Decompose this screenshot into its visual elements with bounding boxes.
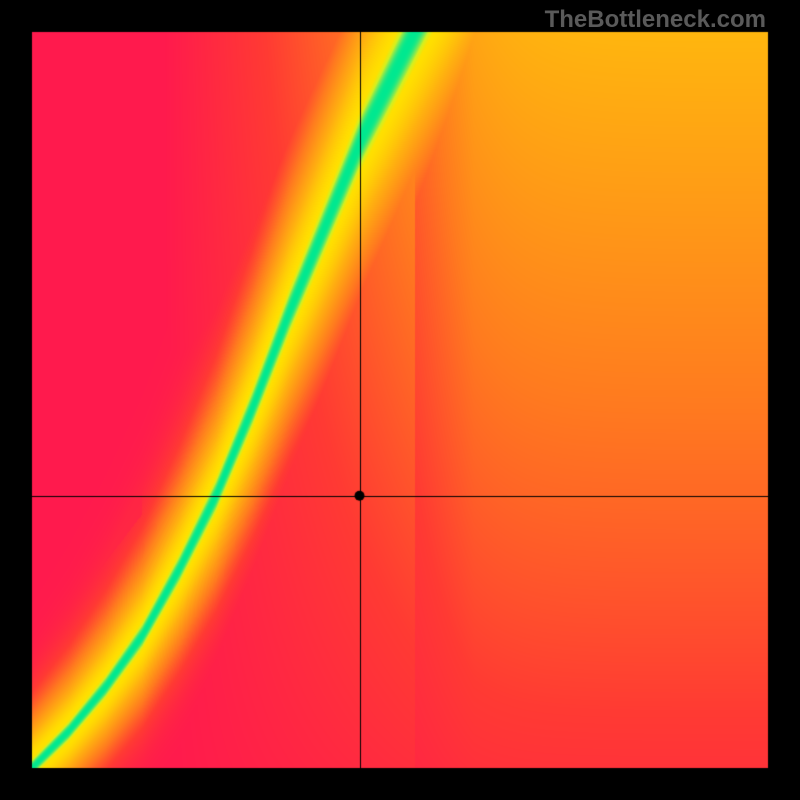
chart-container: TheBottleneck.com (0, 0, 800, 800)
bottleneck-heatmap (0, 0, 800, 800)
watermark-text: TheBottleneck.com (545, 6, 766, 34)
